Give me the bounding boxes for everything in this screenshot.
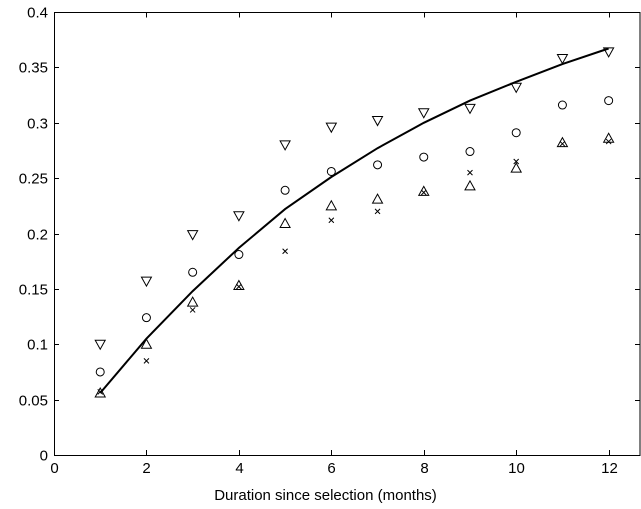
triangle-up-point	[279, 217, 291, 229]
fit-line	[99, 47, 609, 394]
y-tick-label: 0.35	[19, 60, 48, 77]
triangle-up-point	[556, 136, 569, 148]
x-point	[97, 389, 104, 395]
triangle-down-point	[233, 211, 245, 222]
triangle-up-point	[464, 179, 476, 191]
tick-labels: 0 2 4 6 8 10 12 0 0.05 0.1 0.15 0.2 0.25 0.3 0.35 0.4	[19, 5, 618, 478]
triangle-down-point	[94, 339, 107, 351]
circle-point	[511, 128, 521, 138]
triangle-down-point	[371, 116, 384, 127]
x-tick-label: 4	[235, 460, 243, 477]
triangle-down-point	[325, 122, 338, 134]
y-tick-label: 0.15	[19, 282, 48, 299]
triangle-up-point	[186, 296, 199, 307]
y-tick-label: 0.1	[27, 337, 48, 354]
x-point	[143, 358, 150, 364]
x-point	[467, 169, 473, 176]
y-tick-label: 0.4	[27, 5, 48, 22]
x-point	[420, 189, 427, 196]
triangle-up-point	[417, 185, 430, 196]
circle-point	[326, 166, 336, 176]
triangle-down-point	[464, 103, 476, 115]
circle-point	[557, 100, 567, 110]
circle-point	[280, 185, 290, 195]
x-point	[605, 138, 612, 145]
series-line	[99, 47, 609, 394]
x-tick-label: 10	[508, 460, 525, 477]
triangle-down-point	[556, 54, 569, 65]
circle-point	[419, 152, 429, 162]
x-point	[282, 248, 288, 255]
circle-point	[188, 267, 198, 277]
y-tick-label: 0.2	[27, 227, 48, 244]
triangle-up-point	[510, 162, 523, 173]
x-tick-label: 0	[50, 460, 58, 477]
circle-point	[234, 250, 244, 260]
x-point	[374, 208, 381, 215]
triangle-up-point	[325, 199, 338, 211]
x-tick-label: 6	[327, 460, 335, 477]
y-tick-label: 0.05	[19, 393, 48, 410]
circle-point	[141, 313, 151, 323]
triangle-down-point	[417, 108, 430, 119]
circle-point	[95, 367, 105, 377]
triangle-down-point	[186, 230, 199, 241]
x-point	[513, 158, 520, 165]
circle-point	[373, 160, 383, 170]
triangle-up-point	[371, 193, 384, 204]
axis-ticks	[54, 12, 640, 456]
series-x	[97, 138, 612, 395]
circle-point	[604, 96, 614, 106]
triangle-down-point	[279, 140, 291, 151]
series-circle	[95, 96, 614, 377]
x-point	[559, 140, 566, 147]
y-tick-label: 0	[40, 448, 48, 465]
x-point	[236, 283, 242, 290]
series-layer	[94, 47, 615, 398]
x-tick-label: 8	[420, 460, 428, 477]
y-tick-label: 0.25	[19, 171, 48, 188]
triangle-down-point	[602, 47, 615, 58]
plot-area	[54, 12, 641, 456]
x-point	[328, 217, 335, 224]
triangle-up-point	[94, 386, 107, 398]
x-tick-label: 2	[142, 460, 150, 477]
series-triangle-down	[94, 47, 615, 351]
circle-point	[465, 147, 475, 157]
y-tick-label: 0.3	[27, 116, 48, 133]
x-tick-label: 12	[601, 460, 618, 477]
triangle-down-point	[140, 276, 153, 288]
triangle-up-point	[140, 338, 153, 349]
triangle-down-point	[510, 82, 523, 94]
series-triangle-up	[94, 132, 615, 398]
x-axis-title: Duration since selection (months)	[214, 487, 437, 504]
x-point	[189, 307, 196, 313]
triangle-up-point	[233, 279, 245, 291]
